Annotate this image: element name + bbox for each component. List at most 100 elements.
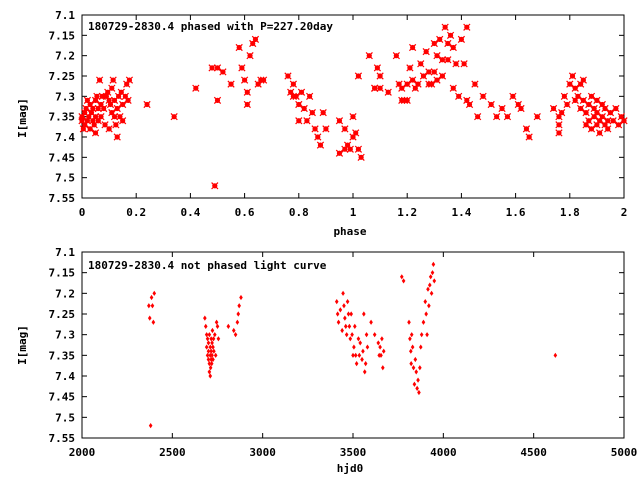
data-point — [398, 84, 406, 92]
y-tick-label: 7.3 — [55, 329, 75, 342]
data-point — [360, 356, 364, 363]
x-tick-label: 0.2 — [126, 206, 146, 219]
data-point — [577, 104, 585, 113]
data-point — [239, 294, 243, 301]
data-point — [429, 290, 434, 296]
x-tick-label: 4500 — [520, 446, 547, 459]
y-tick-labels: 7.1 7.15 7.2 7.25 7.3 7.35 7.4 7.45 7.5 7.55 — [49, 9, 76, 205]
data-point — [424, 311, 428, 317]
x-tick-label: 1 — [350, 206, 357, 219]
data-point — [109, 76, 117, 84]
data-point — [377, 352, 381, 358]
data-point — [378, 344, 382, 350]
data-point — [381, 348, 386, 354]
data-point — [601, 104, 609, 113]
data-point — [316, 141, 325, 149]
data-point — [566, 80, 574, 88]
data-point — [416, 377, 420, 383]
data-point — [517, 104, 525, 113]
y-tick-label: 7.25 — [49, 70, 76, 83]
data-point — [568, 72, 577, 80]
data-point — [231, 327, 236, 334]
data-point — [314, 133, 322, 141]
data-point — [113, 133, 121, 141]
data-point — [289, 80, 298, 88]
data-point — [306, 92, 314, 100]
data-point — [574, 92, 582, 100]
data-point — [449, 84, 457, 92]
data-point — [341, 125, 349, 133]
data-point — [585, 100, 593, 109]
data-point — [246, 52, 254, 60]
data-point — [243, 100, 251, 109]
data-point — [479, 92, 487, 100]
x-tick-label: 2000 — [69, 446, 96, 459]
data-point — [522, 125, 531, 133]
data-point — [311, 125, 319, 133]
data-point — [426, 286, 430, 292]
data-point — [350, 332, 354, 338]
data-point — [226, 323, 231, 329]
chart-title: 180729-2830.4 not phased light curve — [88, 259, 327, 272]
data-point — [417, 389, 421, 396]
data-point — [474, 113, 482, 121]
plot-frame — [81, 251, 625, 439]
data-point — [371, 84, 379, 92]
data-point — [209, 348, 213, 354]
x-tick-label: 4000 — [430, 446, 457, 459]
data-point — [419, 72, 428, 80]
data-point — [414, 369, 419, 375]
data-point — [412, 381, 417, 387]
data-point — [354, 72, 363, 80]
data-point — [493, 113, 501, 121]
x-tick-label: 0.4 — [180, 206, 200, 219]
data-point — [108, 84, 116, 92]
data-point — [208, 365, 213, 371]
x-tick-label: 3500 — [340, 446, 367, 459]
data-point — [425, 68, 433, 76]
data-point — [335, 311, 340, 317]
data-point — [399, 274, 404, 280]
data-point — [452, 60, 460, 68]
y-tick-label: 7.45 — [49, 391, 76, 404]
data-point — [204, 344, 209, 350]
data-point — [357, 153, 365, 161]
data-point — [147, 303, 151, 309]
data-point — [119, 117, 127, 125]
data-point — [579, 96, 587, 105]
data-point — [438, 72, 447, 80]
data-point — [148, 423, 153, 429]
x-tick-label: 3000 — [249, 446, 276, 459]
data-points — [147, 261, 558, 429]
tick-marks — [81, 14, 625, 199]
data-point — [335, 117, 344, 125]
data-point — [211, 344, 215, 350]
data-point — [233, 332, 238, 338]
data-point — [235, 319, 240, 325]
data-point — [334, 299, 339, 305]
y-tick-label: 7.35 — [49, 349, 76, 362]
x-tick-label: 1.6 — [506, 206, 526, 219]
data-point — [463, 23, 471, 31]
data-point — [149, 294, 154, 301]
data-point — [227, 80, 235, 88]
data-point — [214, 319, 219, 325]
data-point — [620, 117, 628, 125]
x-tick-label: 2 — [621, 206, 628, 219]
data-point — [341, 290, 345, 296]
data-point — [151, 319, 156, 325]
data-point — [593, 108, 601, 117]
data-point — [401, 278, 406, 284]
data-point — [587, 125, 596, 133]
data-point — [240, 76, 249, 84]
data-point — [210, 352, 214, 358]
data-point — [208, 373, 213, 379]
data-point — [606, 108, 615, 117]
data-point — [212, 332, 217, 338]
data-point — [373, 64, 382, 72]
data-point — [95, 76, 104, 84]
data-point — [471, 80, 479, 88]
data-point — [441, 23, 449, 31]
data-point — [432, 278, 437, 284]
data-point — [571, 96, 579, 105]
